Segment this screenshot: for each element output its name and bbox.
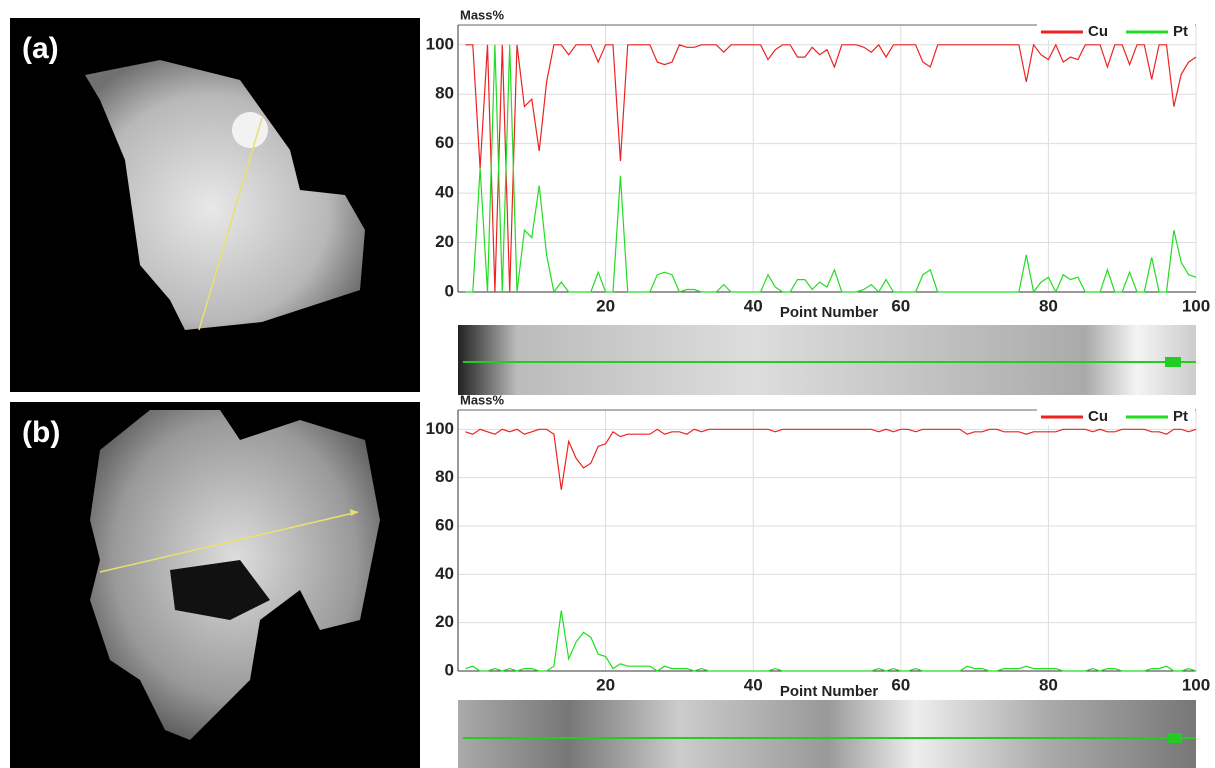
- x-tick-label: 60: [891, 675, 910, 694]
- x-axis-label: Point Number: [780, 304, 878, 321]
- x-tick-label: 100: [1182, 296, 1210, 315]
- y-tick-label: 20: [435, 232, 454, 251]
- y-tick-label: 100: [426, 419, 454, 438]
- y-tick-label: 60: [435, 133, 454, 152]
- y-tick-label: 40: [435, 183, 454, 202]
- y-tick-label: 80: [435, 467, 454, 486]
- micrograph-a: [10, 18, 420, 392]
- x-tick-label: 60: [891, 296, 910, 315]
- legend-label: Pt: [1173, 23, 1188, 40]
- x-axis-label: Point Number: [780, 683, 878, 700]
- legend-label: Pt: [1173, 408, 1188, 425]
- legend-label: Cu: [1088, 23, 1108, 40]
- panel-label: (b): [22, 416, 60, 449]
- legend-label: Cu: [1088, 408, 1108, 425]
- line-scan-strip-b: [458, 700, 1196, 768]
- y-axis-label: Mass%: [460, 392, 505, 407]
- x-tick-label: 40: [744, 296, 763, 315]
- page: {"chart_data": [ {"type": "line", "panel…: [0, 0, 1215, 768]
- x-tick-label: 100: [1182, 675, 1210, 694]
- x-tick-label: 40: [744, 675, 763, 694]
- data-line: [465, 45, 1196, 292]
- panel-label: (a): [22, 32, 59, 65]
- data-line: [465, 611, 1196, 671]
- x-tick-label: 80: [1039, 296, 1058, 315]
- y-tick-label: 80: [435, 84, 454, 103]
- y-axis-label: Mass%: [460, 7, 505, 22]
- micrograph-b: [10, 402, 420, 768]
- figure: 0 20 40 60 80 100 20 40 60 80 100 Mass% Point Number…: [0, 0, 1215, 768]
- y-tick-label: 100: [426, 34, 454, 53]
- y-tick-label: 0: [445, 660, 454, 679]
- y-tick-label: 60: [435, 515, 454, 534]
- data-line: [465, 429, 1196, 490]
- y-tick-label: 20: [435, 612, 454, 631]
- data-line: [465, 45, 1196, 292]
- y-tick-label: 40: [435, 564, 454, 583]
- y-tick-label: 0: [445, 281, 454, 300]
- x-tick-label: 80: [1039, 675, 1058, 694]
- x-tick-label: 20: [596, 296, 615, 315]
- line-scan-strip-a: [458, 325, 1196, 395]
- x-tick-label: 20: [596, 675, 615, 694]
